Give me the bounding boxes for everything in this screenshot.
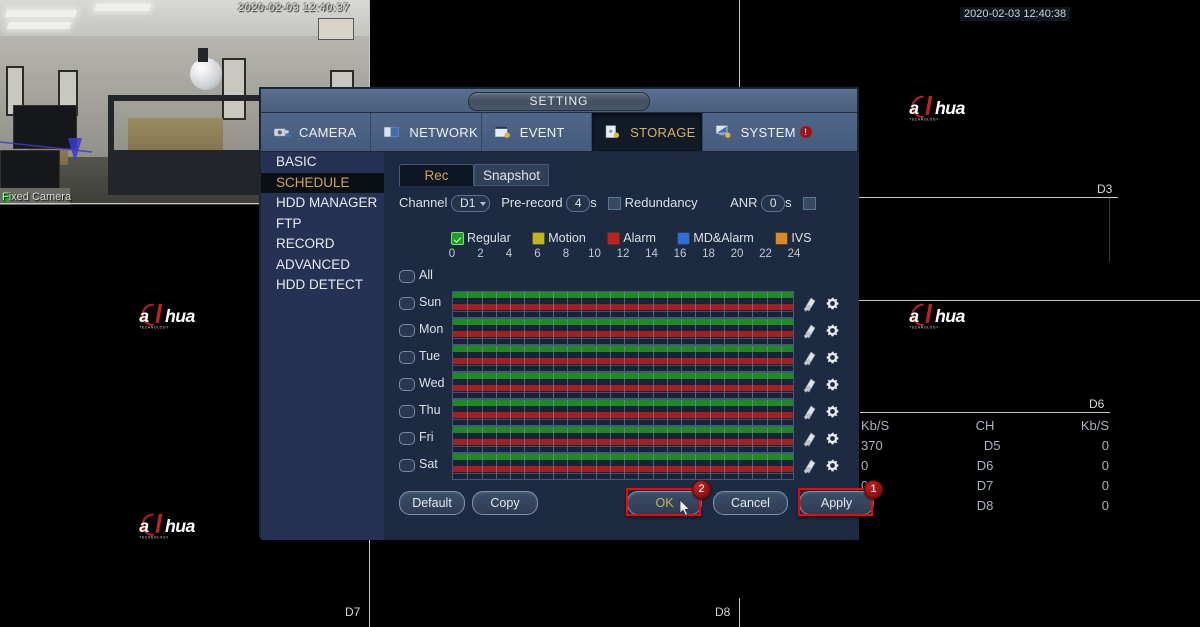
svg-text:TECHNOLOGY: TECHNOLOGY bbox=[909, 325, 939, 329]
svg-text:TECHNOLOGY: TECHNOLOGY bbox=[139, 325, 169, 329]
svg-text:a: a bbox=[139, 516, 149, 536]
svg-text:hua: hua bbox=[935, 306, 965, 326]
svg-text:hua: hua bbox=[165, 306, 195, 326]
svg-text:a: a bbox=[909, 306, 919, 326]
svg-text:hua: hua bbox=[165, 516, 195, 536]
svg-text:TECHNOLOGY: TECHNOLOGY bbox=[909, 117, 939, 121]
svg-text:a: a bbox=[139, 306, 149, 326]
svg-text:a: a bbox=[909, 98, 919, 118]
svg-text:hua: hua bbox=[935, 98, 965, 118]
svg-text:TECHNOLOGY: TECHNOLOGY bbox=[139, 535, 169, 539]
